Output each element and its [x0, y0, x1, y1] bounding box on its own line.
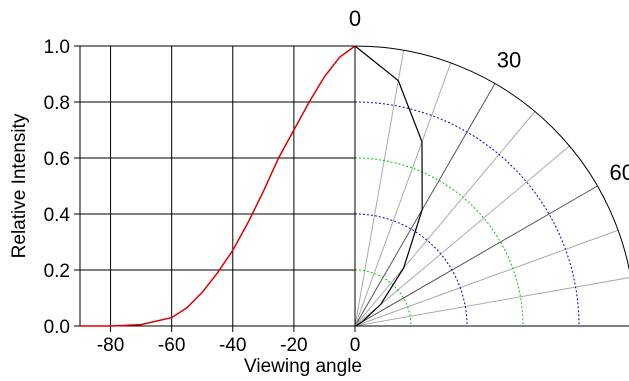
- x-axis-label: Viewing angle: [244, 356, 362, 377]
- y-axis-label: Relative Intensity: [9, 113, 30, 258]
- curves: [80, 46, 422, 326]
- y-tick-label: 1.0: [44, 37, 70, 58]
- polar-angle-label: 60: [609, 160, 629, 185]
- intensity-curve: [80, 46, 355, 326]
- y-tick-label: 0.8: [44, 93, 70, 114]
- x-tick-label: -80: [97, 335, 124, 356]
- polar-spoke: [355, 146, 569, 326]
- polar-angle-label: 30: [497, 47, 521, 72]
- polar-spoke: [355, 277, 629, 326]
- x-tick-label: -20: [280, 335, 307, 356]
- y-tick-label: 0.4: [44, 205, 71, 226]
- polar-spoke: [355, 63, 451, 326]
- x-tick-label: 0: [350, 335, 361, 356]
- cartesian-grid: [74, 46, 355, 332]
- y-tick-label: 0.6: [44, 149, 70, 170]
- x-tick-label: -40: [219, 335, 246, 356]
- polar-grid: [355, 46, 629, 326]
- x-tick-label: -60: [158, 335, 185, 356]
- y-tick-label: 0.2: [44, 261, 70, 282]
- y-tick-label: 0.0: [44, 317, 70, 338]
- polar-angle-label: 0: [349, 6, 361, 31]
- polar-intensity-curve: [355, 46, 422, 326]
- polar-spoke: [355, 112, 535, 326]
- plot-frame: [80, 46, 355, 326]
